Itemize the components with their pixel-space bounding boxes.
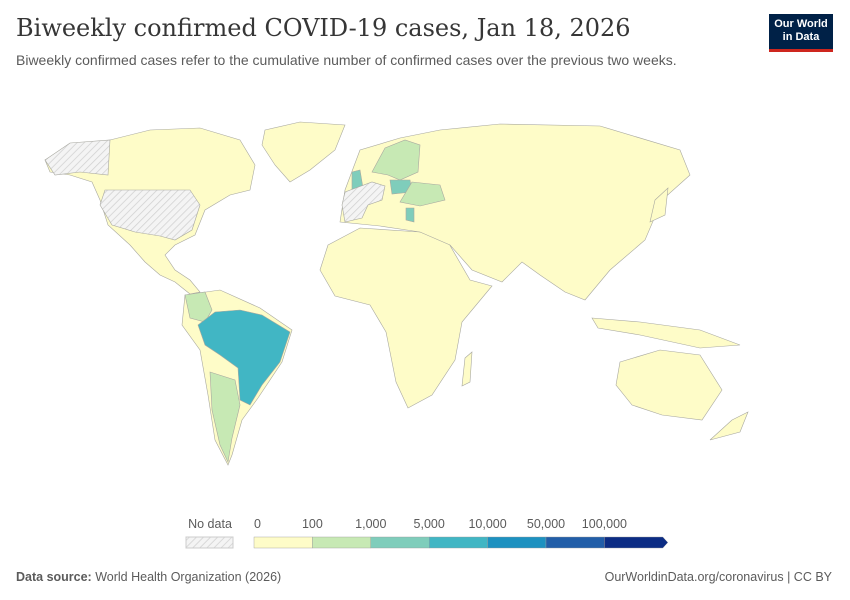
legend-threshold-label: 50,000 bbox=[526, 517, 566, 531]
legend-threshold-label: 0 bbox=[254, 517, 261, 531]
region-eurasia[interactable] bbox=[339, 123, 691, 301]
legend-swatch bbox=[545, 536, 605, 549]
region-australia[interactable] bbox=[615, 349, 723, 421]
region-japan[interactable] bbox=[649, 187, 669, 223]
legend-swatch bbox=[370, 536, 430, 549]
legend-threshold-label: 100 bbox=[301, 517, 323, 531]
source-link[interactable]: OurWorldinData.org/coronavirus | CC BY bbox=[604, 570, 832, 584]
region-scandinavia[interactable] bbox=[371, 139, 421, 181]
legend-swatch bbox=[253, 536, 313, 549]
region-indonesia[interactable] bbox=[591, 317, 741, 349]
region-eastern-europe[interactable] bbox=[399, 181, 446, 207]
world-map bbox=[44, 121, 749, 466]
legend-swatch bbox=[604, 536, 669, 549]
legend-threshold-label: 1,000 bbox=[355, 517, 387, 531]
legend-no-data-label: No data bbox=[188, 517, 232, 531]
region-brazil[interactable] bbox=[197, 309, 291, 406]
region-greece[interactable] bbox=[405, 207, 415, 223]
legend-swatch bbox=[429, 536, 488, 549]
legend-threshold-label: 100,000 bbox=[581, 517, 627, 531]
region-new-zealand[interactable] bbox=[709, 411, 749, 441]
legend-swatch-no-data bbox=[185, 536, 234, 549]
legend-threshold-label: 10,000 bbox=[468, 517, 507, 531]
region-colombia[interactable] bbox=[184, 291, 213, 323]
region-greenland[interactable] bbox=[261, 121, 346, 183]
legend-swatch bbox=[487, 536, 547, 549]
chart-subtitle: Biweekly confirmed cases refer to the cu… bbox=[16, 52, 677, 68]
data-source: Data source: World Health Organization (… bbox=[16, 570, 282, 584]
region-alaska[interactable] bbox=[44, 139, 111, 176]
region-argentina[interactable] bbox=[209, 371, 241, 463]
chart-title: Biweekly confirmed COVID-19 cases, Jan 1… bbox=[16, 14, 631, 42]
legend-swatch bbox=[312, 536, 371, 549]
region-madagascar[interactable] bbox=[461, 351, 473, 387]
legend-bar bbox=[185, 536, 669, 549]
region-united-states[interactable] bbox=[99, 189, 201, 241]
legend-threshold-label: 5,000 bbox=[413, 517, 445, 531]
region-france-spain-germany[interactable] bbox=[341, 181, 386, 223]
owid-logo[interactable]: Our World in Data bbox=[769, 14, 833, 52]
